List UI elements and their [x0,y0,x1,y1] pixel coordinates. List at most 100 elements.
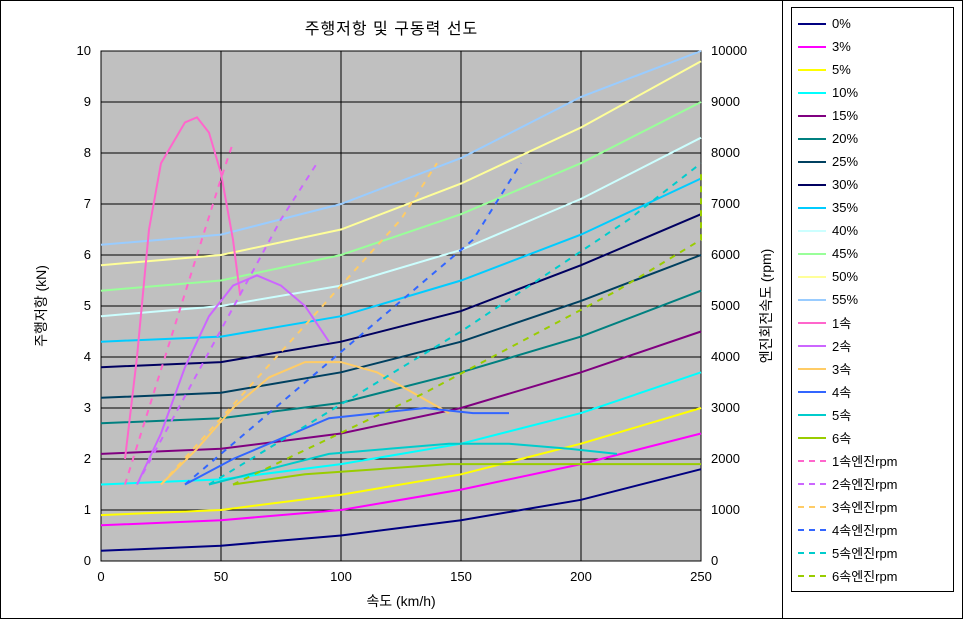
legend-label: 40% [832,223,858,238]
legend-label: 1속 [832,313,851,332]
legend-item: 3속 [798,357,947,380]
y-left-tick-label: 6 [84,247,91,262]
legend-item: 55% [798,288,947,311]
legend-swatch [798,552,826,554]
legend-label: 10% [832,85,858,100]
legend-swatch [798,437,826,439]
y-right-tick-label: 10000 [711,43,747,58]
legend-item: 1속 [798,311,947,334]
y-right-tick-label: 7000 [711,196,740,211]
legend-item: 40% [798,219,947,242]
chart-container: 주행저항 및 구동력 선도 05010015020025001234567891… [0,0,963,619]
legend-label: 45% [832,246,858,261]
legend-panel: 0% 3% 5% 10% 15% 20% 25% 30% 35% 40% 45% 50% 55% 1속 2속… [782,1,962,618]
y-left-tick-label: 4 [84,349,91,364]
legend-swatch [798,299,826,301]
y-left-tick-label: 1 [84,502,91,517]
y-right-tick-label: 6000 [711,247,740,262]
y-left-tick-label: 5 [84,298,91,313]
legend-swatch [798,345,826,347]
legend-swatch [798,368,826,370]
legend-label: 2속 [832,336,851,355]
legend-swatch [798,506,826,508]
legend-label: 6속 [832,428,851,447]
y-left-tick-label: 2 [84,451,91,466]
legend-item: 3% [798,35,947,58]
y-left-axis-label: 주행저항 (kN) [33,265,49,347]
legend-swatch [798,92,826,94]
legend-item: 20% [798,127,947,150]
legend-item: 5속 [798,403,947,426]
legend-item: 10% [798,81,947,104]
legend-swatch [798,115,826,117]
legend-item: 3속엔진rpm [798,495,947,518]
x-tick-label: 50 [214,569,228,584]
y-right-tick-label: 9000 [711,94,740,109]
legend-swatch [798,138,826,140]
y-left-tick-label: 10 [77,43,91,58]
legend-swatch [798,161,826,163]
legend-swatch [798,253,826,255]
legend-swatch [798,207,826,209]
legend-label: 15% [832,108,858,123]
x-tick-label: 250 [690,569,712,584]
x-tick-label: 100 [330,569,352,584]
legend-swatch [798,483,826,485]
y-right-tick-label: 8000 [711,145,740,160]
x-tick-label: 150 [450,569,472,584]
legend-swatch [798,322,826,324]
legend-swatch [798,575,826,577]
legend-swatch [798,46,826,48]
y-right-tick-label: 5000 [711,298,740,313]
legend-item: 15% [798,104,947,127]
x-tick-label: 0 [97,569,104,584]
legend-label: 50% [832,269,858,284]
legend-label: 3% [832,39,851,54]
legend-swatch [798,391,826,393]
legend-label: 3속엔진rpm [832,497,898,516]
legend-item: 30% [798,173,947,196]
legend-swatch [798,23,826,25]
legend-item: 4속 [798,380,947,403]
y-left-tick-label: 3 [84,400,91,415]
y-left-tick-label: 9 [84,94,91,109]
legend-label: 4속엔진rpm [832,520,898,539]
legend-item: 25% [798,150,947,173]
legend-item: 2속 [798,334,947,357]
legend-item: 6속 [798,426,947,449]
legend-label: 0% [832,16,851,31]
legend-label: 5속 [832,405,851,424]
legend-swatch [798,529,826,531]
legend-item: 45% [798,242,947,265]
legend-label: 5% [832,62,851,77]
legend-item: 5% [798,58,947,81]
legend-label: 5속엔진rpm [832,543,898,562]
legend-item: 6속엔진rpm [798,564,947,587]
chart-svg: 0501001502002500123456789100100020003000… [1,1,784,620]
y-left-tick-label: 7 [84,196,91,211]
legend-label: 35% [832,200,858,215]
legend-swatch [798,414,826,416]
y-right-tick-label: 0 [711,553,718,568]
y-left-tick-label: 8 [84,145,91,160]
legend-box: 0% 3% 5% 10% 15% 20% 25% 30% 35% 40% 45% 50% 55% 1속 2속… [791,7,954,592]
legend-label: 30% [832,177,858,192]
x-axis-label: 속도 (km/h) [366,593,435,609]
legend-swatch [798,69,826,71]
legend-label: 4속 [832,382,851,401]
y-right-axis-label: 엔진회전속도 (rpm) [758,249,774,364]
legend-swatch [798,276,826,278]
legend-item: 1속엔진rpm [798,449,947,472]
y-left-tick-label: 0 [84,553,91,568]
legend-label: 20% [832,131,858,146]
y-right-tick-label: 3000 [711,400,740,415]
legend-label: 55% [832,292,858,307]
x-tick-label: 200 [570,569,592,584]
legend-swatch [798,460,826,462]
y-right-tick-label: 1000 [711,502,740,517]
legend-item: 2속엔진rpm [798,472,947,495]
legend-label: 2속엔진rpm [832,474,898,493]
legend-swatch [798,184,826,186]
legend-label: 6속엔진rpm [832,566,898,585]
legend-item: 35% [798,196,947,219]
